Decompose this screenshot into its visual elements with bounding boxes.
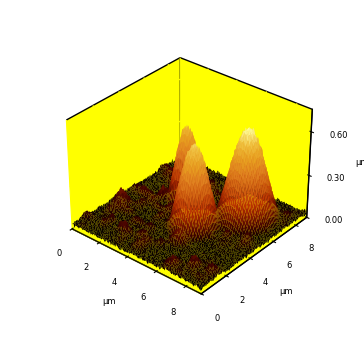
Y-axis label: μm: μm [279, 287, 292, 296]
X-axis label: μm: μm [103, 297, 116, 305]
